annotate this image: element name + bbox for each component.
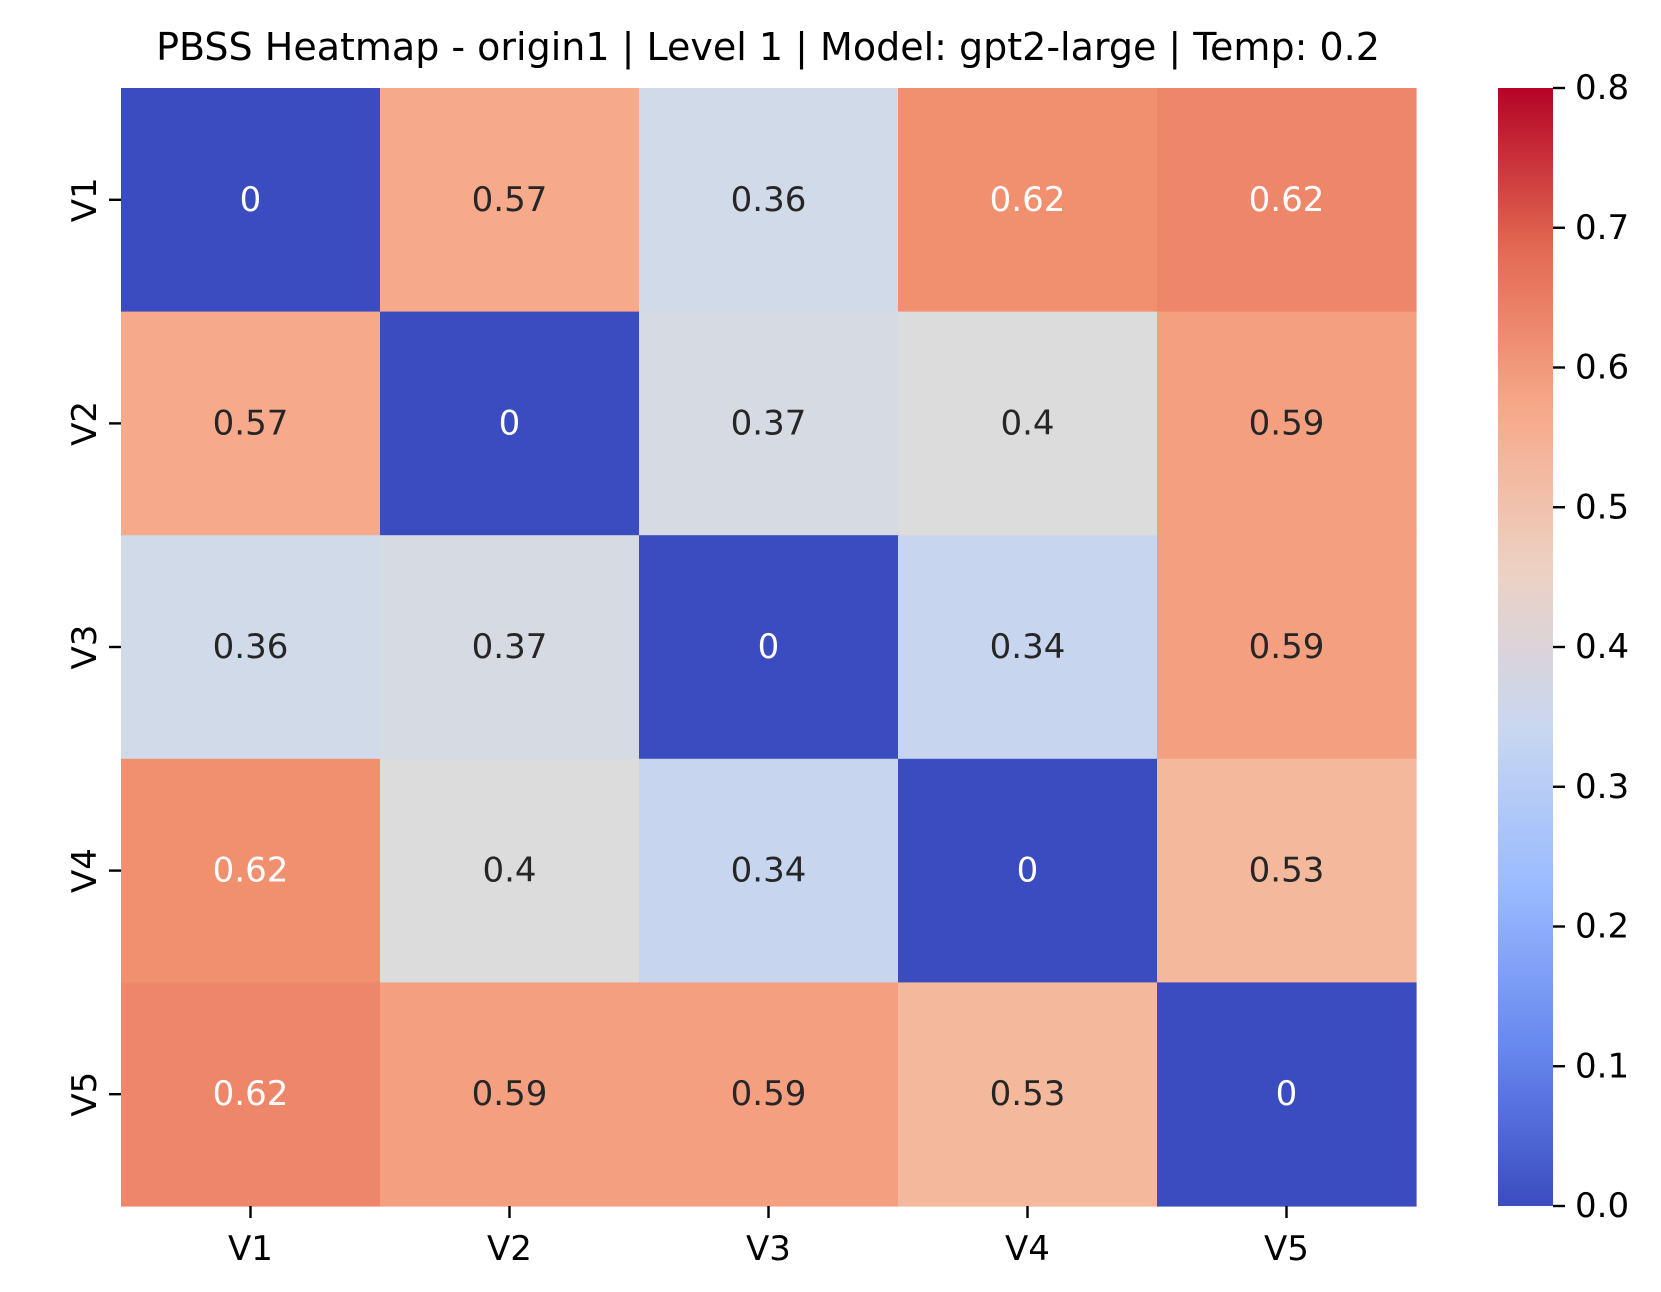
cell-label-v3-v4: 0.34 — [990, 627, 1066, 667]
heatmap-cell-v3-v4 — [898, 535, 1158, 760]
heatmap-cell-v2-v5 — [1157, 311, 1417, 536]
heatmap-cell-v2-v3 — [639, 311, 899, 536]
y-tick-label-v1: V1 — [65, 177, 105, 222]
cell-label-v5-v1: 0.62 — [213, 1074, 289, 1114]
x-tick-label-v1: V1 — [228, 1229, 273, 1269]
colorbar: 0.0 0.1 0.2 0.3 0.4 0.5 0.6 0.7 0.8 — [1498, 68, 1629, 1226]
heatmap-cell-v4-v2 — [380, 758, 640, 983]
cell-label-v3-v2: 0.37 — [472, 627, 548, 667]
cell-label-v4-v1: 0.62 — [213, 851, 289, 891]
cell-label-v5-v5: 0 — [1276, 1074, 1298, 1114]
heatmap-cell-v3-v5 — [1157, 535, 1417, 760]
x-tick-label-v5: V5 — [1264, 1229, 1309, 1269]
y-tick-label-v3: V3 — [65, 625, 105, 670]
cell-label-v1-v3: 0.36 — [731, 180, 807, 220]
cell-label-v5-v3: 0.59 — [731, 1074, 807, 1114]
x-axis: V1 V2 V3 V4 V5 — [228, 1206, 1309, 1269]
cell-label-v3-v1: 0.36 — [213, 627, 289, 667]
x-tick-label-v4: V4 — [1005, 1229, 1050, 1269]
colorbar-tick-label: 0.8 — [1575, 68, 1629, 108]
heatmap-cell-v5-v1 — [121, 982, 381, 1207]
cell-label-v1-v4: 0.62 — [990, 180, 1066, 220]
heatmap-cell-v2-v1 — [121, 311, 381, 536]
y-tick-label-v5: V5 — [65, 1072, 105, 1117]
y-axis: V1 V2 V3 V4 V5 — [65, 177, 121, 1117]
heatmap-cell-v3-v2 — [380, 535, 640, 760]
cell-label-v5-v2: 0.59 — [472, 1074, 548, 1114]
cell-label-v2-v2: 0 — [499, 403, 521, 443]
heatmap-cell-v3-v3 — [639, 535, 899, 760]
heatmap-cell-v1-v4 — [898, 88, 1158, 313]
y-tick-label-v2: V2 — [65, 401, 105, 446]
cell-label-v1-v1: 0 — [240, 180, 262, 220]
heatmap-cell-v4-v5 — [1157, 758, 1417, 983]
cell-label-v4-v2: 0.4 — [482, 851, 536, 891]
heatmap-cell-v1-v1 — [121, 88, 381, 313]
colorbar-tick-label: 0.6 — [1575, 348, 1629, 388]
colorbar-tick-label: 0.0 — [1575, 1186, 1629, 1226]
heatmap-cell-v2-v2 — [380, 311, 640, 536]
colorbar-tick-label: 0.7 — [1575, 208, 1629, 248]
cell-label-v3-v3: 0 — [758, 627, 780, 667]
cell-label-v1-v2: 0.57 — [472, 180, 548, 220]
heatmap-cell-v3-v1 — [121, 535, 381, 760]
colorbar-tick-label: 0.1 — [1575, 1046, 1629, 1086]
x-tick-label-v3: V3 — [746, 1229, 791, 1269]
heatmap-cells — [121, 88, 1417, 1207]
cell-label-v4-v5: 0.53 — [1249, 851, 1325, 891]
heatmap-cell-v1-v3 — [639, 88, 899, 313]
cell-label-v5-v4: 0.53 — [990, 1074, 1066, 1114]
colorbar-tick-label: 0.5 — [1575, 487, 1629, 527]
heatmap-cell-v5-v2 — [380, 982, 640, 1207]
heatmap-cell-v5-v3 — [639, 982, 899, 1207]
heatmap-cell-v4-v1 — [121, 758, 381, 983]
heatmap-cell-v1-v2 — [380, 88, 640, 313]
cell-label-v2-v4: 0.4 — [1000, 403, 1054, 443]
colorbar-tick-label: 0.3 — [1575, 767, 1629, 807]
cell-label-v2-v1: 0.57 — [213, 403, 289, 443]
colorbar-tick-label: 0.2 — [1575, 907, 1629, 947]
chart-title: PBSS Heatmap - origin1 | Level 1 | Model… — [156, 25, 1380, 70]
cell-label-v2-v3: 0.37 — [731, 403, 807, 443]
cell-label-v1-v5: 0.62 — [1249, 180, 1325, 220]
heatmap-cell-v5-v4 — [898, 982, 1158, 1207]
cell-label-v2-v5: 0.59 — [1249, 403, 1325, 443]
colorbar-gradient — [1498, 88, 1553, 1206]
y-tick-label-v4: V4 — [65, 848, 105, 893]
cell-label-v4-v4: 0 — [1017, 851, 1039, 891]
heatmap-cell-v2-v4 — [898, 311, 1158, 536]
heatmap-cell-v1-v5 — [1157, 88, 1417, 313]
colorbar-tick-label: 0.4 — [1575, 627, 1629, 667]
x-tick-label-v2: V2 — [487, 1229, 532, 1269]
cell-label-v4-v3: 0.34 — [731, 851, 807, 891]
heatmap-cell-v4-v3 — [639, 758, 899, 983]
heatmap-cell-labels: 0 0.57 0.36 0.62 0.62 0.57 0 0.37 0.4 0.59 0.36 0.3… — [213, 180, 1325, 1114]
heatmap-cell-v4-v4 — [898, 758, 1158, 983]
heatmap-cell-v5-v5 — [1157, 982, 1417, 1207]
cell-label-v3-v5: 0.59 — [1249, 627, 1325, 667]
